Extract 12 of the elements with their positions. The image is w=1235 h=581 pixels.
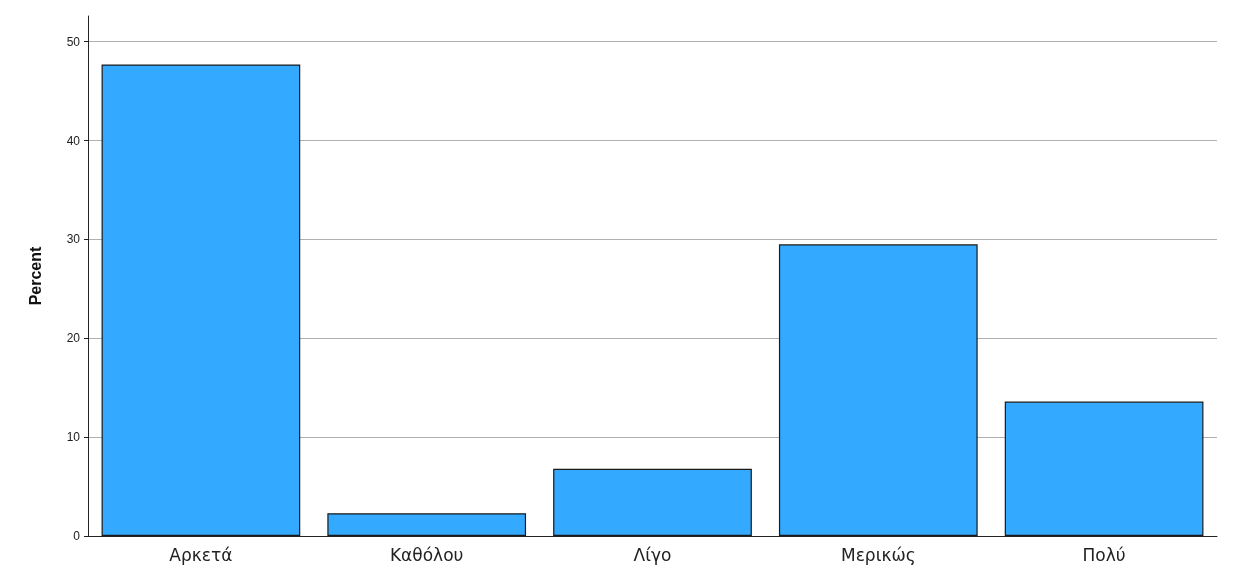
y-tick-label: 50 — [66, 34, 81, 49]
x-tick-label: Καθόλου — [389, 544, 464, 565]
y-tick-label: 10 — [66, 430, 81, 445]
x-tick-label: Λίγο — [633, 544, 672, 565]
x-tick-label: Αρκετά — [169, 544, 233, 565]
x-tick-label: Μερικώς — [840, 544, 916, 565]
y-tick-label: 0 — [73, 529, 81, 543]
y-tick-label: 20 — [66, 331, 81, 346]
x-tick-label: Πολύ — [1082, 544, 1126, 565]
y-tick-label: 30 — [66, 232, 81, 247]
y-axis-title: Percent — [26, 245, 44, 306]
y-tick-label: 40 — [66, 133, 81, 148]
